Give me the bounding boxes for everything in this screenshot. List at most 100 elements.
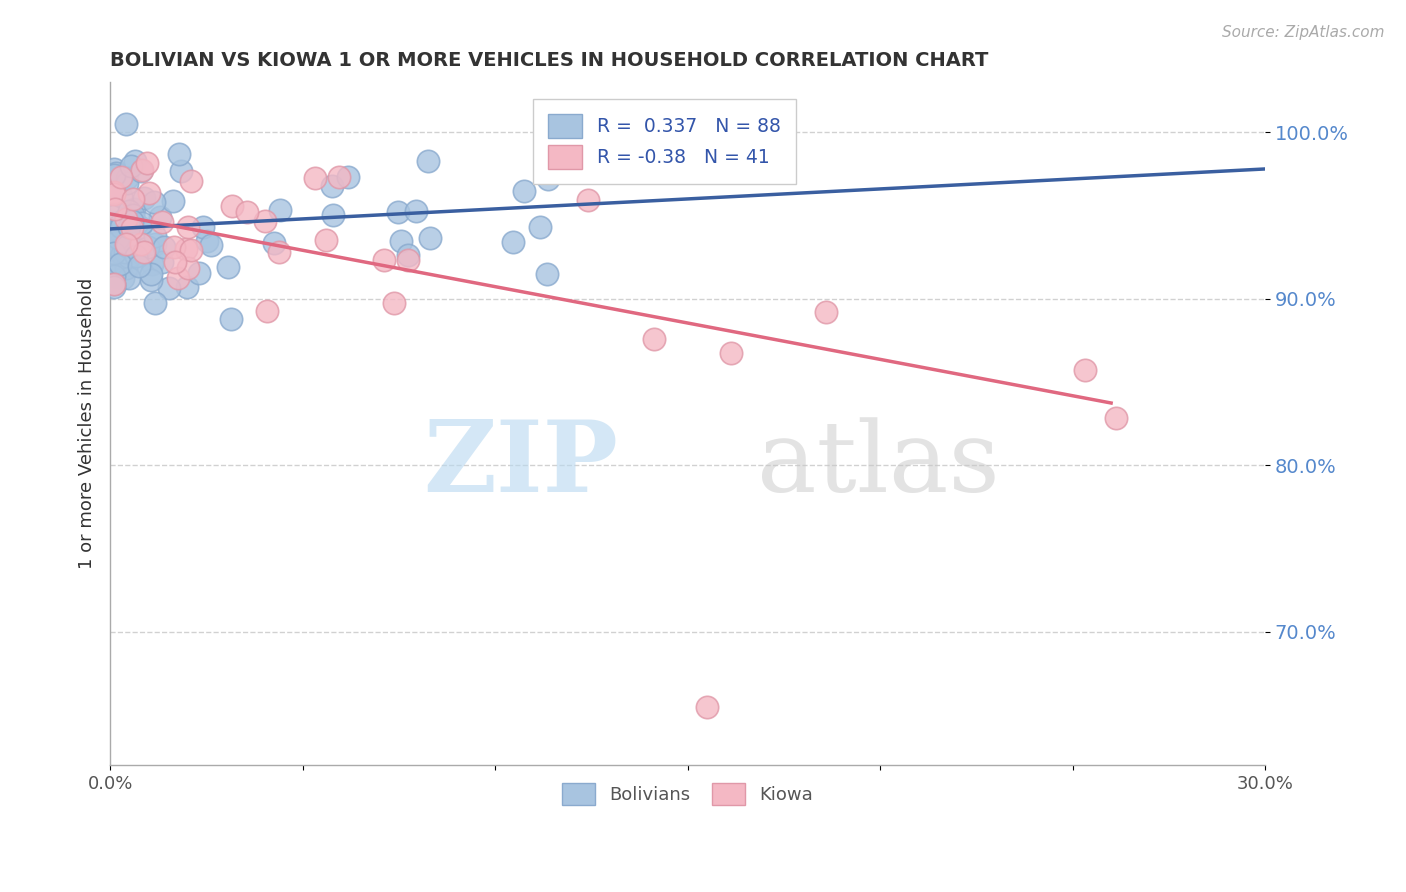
- Point: [267, 245, 290, 260]
- Point: [103, 161, 125, 176]
- Point: [104, 229, 127, 244]
- Point: [115, 117, 138, 131]
- Point: [416, 153, 439, 168]
- Point: [150, 254, 173, 268]
- Point: [576, 194, 599, 208]
- Point: [536, 267, 558, 281]
- Point: [107, 230, 129, 244]
- Point: [814, 304, 837, 318]
- Point: [108, 257, 131, 271]
- Point: [118, 271, 141, 285]
- Point: [111, 271, 134, 285]
- Point: [221, 199, 243, 213]
- Point: [419, 231, 441, 245]
- Point: [120, 258, 142, 272]
- Point: [129, 219, 152, 234]
- Point: [110, 170, 132, 185]
- Point: [176, 279, 198, 293]
- Point: [134, 191, 156, 205]
- Point: [103, 277, 125, 292]
- Point: [121, 214, 143, 228]
- Point: [696, 700, 718, 714]
- Point: [315, 233, 337, 247]
- Point: [136, 155, 159, 169]
- Text: atlas: atlas: [756, 417, 1000, 513]
- Point: [115, 239, 138, 253]
- Point: [1073, 363, 1095, 377]
- Point: [104, 202, 127, 216]
- Point: [1104, 411, 1126, 425]
- Point: [253, 214, 276, 228]
- Point: [122, 192, 145, 206]
- Point: [115, 237, 138, 252]
- Point: [115, 171, 138, 186]
- Point: [405, 204, 427, 219]
- Point: [118, 219, 141, 234]
- Point: [162, 240, 184, 254]
- Point: [128, 243, 150, 257]
- Point: [643, 332, 665, 346]
- Point: [129, 237, 152, 252]
- Point: [139, 267, 162, 281]
- Point: [134, 244, 156, 259]
- Point: [321, 179, 343, 194]
- Point: [180, 243, 202, 257]
- Point: [537, 172, 560, 186]
- Point: [180, 174, 202, 188]
- Point: [143, 228, 166, 243]
- Point: [176, 219, 198, 234]
- Point: [103, 186, 125, 201]
- Point: [176, 243, 198, 257]
- Point: [138, 186, 160, 200]
- Point: [103, 246, 125, 260]
- Point: [149, 210, 172, 224]
- Point: [110, 219, 132, 234]
- Point: [105, 166, 128, 180]
- Point: [125, 248, 148, 262]
- Point: [110, 243, 132, 257]
- Point: [117, 250, 139, 264]
- Point: [170, 164, 193, 178]
- Point: [200, 238, 222, 252]
- Point: [169, 147, 191, 161]
- Point: [396, 248, 419, 262]
- Point: [396, 252, 419, 267]
- Point: [114, 244, 136, 259]
- Point: [103, 277, 125, 292]
- Point: [139, 273, 162, 287]
- Point: [256, 303, 278, 318]
- Point: [103, 229, 125, 244]
- Point: [389, 234, 412, 248]
- Point: [263, 236, 285, 251]
- Point: [143, 195, 166, 210]
- Point: [150, 215, 173, 229]
- Point: [195, 234, 218, 248]
- Point: [269, 202, 291, 217]
- Point: [103, 186, 125, 201]
- Point: [122, 208, 145, 222]
- Point: [115, 211, 138, 226]
- Point: [103, 168, 125, 182]
- Point: [188, 266, 211, 280]
- Text: BOLIVIAN VS KIOWA 1 OR MORE VEHICLES IN HOUSEHOLD CORRELATION CHART: BOLIVIAN VS KIOWA 1 OR MORE VEHICLES IN …: [110, 51, 988, 70]
- Point: [103, 170, 125, 185]
- Text: Source: ZipAtlas.com: Source: ZipAtlas.com: [1222, 25, 1385, 40]
- Point: [373, 253, 395, 268]
- Point: [191, 220, 214, 235]
- Point: [336, 170, 359, 185]
- Point: [529, 220, 551, 235]
- Point: [118, 204, 141, 219]
- Point: [122, 202, 145, 216]
- Point: [143, 296, 166, 310]
- Point: [121, 221, 143, 235]
- Point: [128, 260, 150, 274]
- Point: [111, 214, 134, 228]
- Point: [502, 235, 524, 250]
- Point: [322, 208, 344, 222]
- Point: [104, 216, 127, 230]
- Point: [108, 225, 131, 239]
- Y-axis label: 1 or more Vehicles in Household: 1 or more Vehicles in Household: [79, 278, 96, 569]
- Point: [131, 163, 153, 178]
- Point: [177, 260, 200, 275]
- Point: [387, 205, 409, 219]
